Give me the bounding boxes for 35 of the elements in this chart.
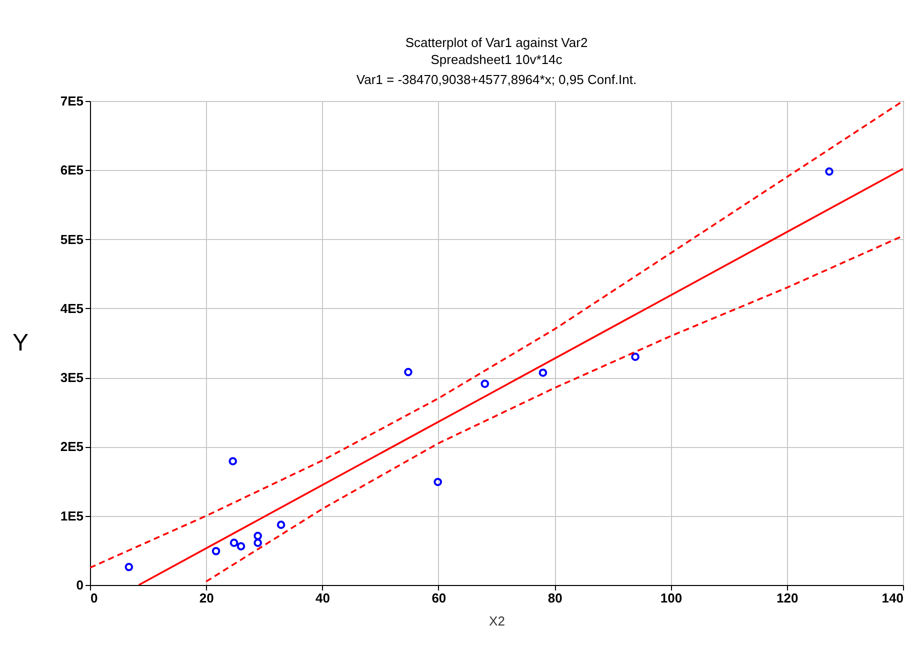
point [212,546,220,556]
x-tick-label: 80 [548,590,562,606]
y-tick-label: 0 [76,578,84,592]
point [825,167,834,176]
x-tick-label: 0 [90,590,98,606]
x-tick-label: 60 [432,590,446,606]
y-tick-label: 7E5 [60,94,84,108]
point [404,368,412,376]
x-tick-label: 20 [199,590,214,606]
y-tick-label: 3E5 [60,370,84,386]
point [480,380,490,388]
point [230,538,238,547]
x-axis-title: X2 [489,614,505,628]
x-tick-label: 120 [776,590,798,606]
line-series [205,234,903,582]
y-tick-label: 2E5 [60,439,84,454]
x-tick-label: 100 [660,590,682,606]
point [254,538,262,547]
y-tick-label: 1E5 [60,508,84,524]
y-tick-label: 4E5 [60,300,84,316]
point [124,562,134,572]
y-axis-title: Y [12,330,29,356]
chart-subtitle: Spreadsheet1 10v*14c Var1 = -38470,9038+4577,8964*x; 0,95 Conf.Int. [356,52,637,87]
chart-title: Scatterplot of Var1 against Var2 [405,35,588,50]
point [228,457,238,466]
point [254,532,262,540]
y-tick-label: 5E5 [60,232,84,247]
x-tick-label: 40 [316,590,330,606]
point [631,352,640,361]
point [434,478,442,486]
x-tick-label: 140 [882,590,904,606]
point [538,368,548,377]
y-tick-label: 6E5 [60,162,84,178]
point [276,520,286,529]
point [236,542,246,550]
